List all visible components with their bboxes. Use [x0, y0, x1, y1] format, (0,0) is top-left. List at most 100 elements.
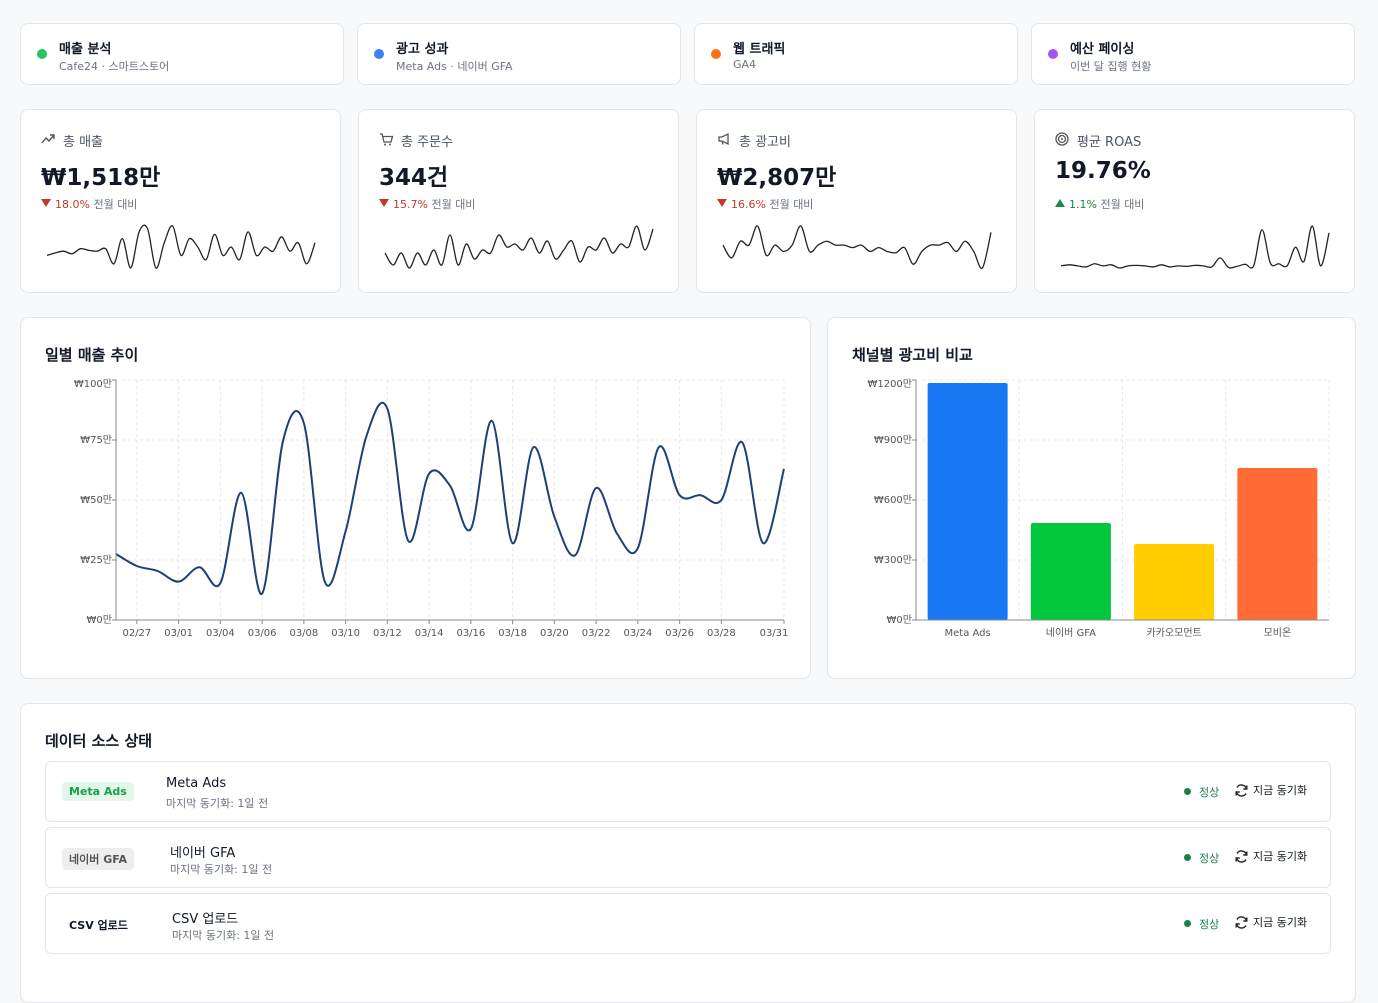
sync-button[interactable]: 지금 동기화 — [1234, 848, 1307, 864]
chart-title: 채널별 광고비 비교 — [852, 346, 973, 364]
x-tick-label: 03/16 — [456, 628, 485, 639]
sync-button[interactable]: 지금 동기화 — [1234, 782, 1307, 798]
nav-card[interactable]: 매출 분석 Cafe24 · 스마트스토어 — [20, 23, 344, 85]
y-tick-label: ₩300만 — [874, 554, 912, 566]
source-row: 네이버 GFA 네이버 GFA 마지막 동기화: 1일 전 정상 지금 동기화 — [45, 827, 1331, 888]
line-series — [115, 401, 785, 595]
chart-card: 채널별 광고비 비교 ₩0만 ₩300만 ₩600만 ₩900만 ₩1200만 Meta A… — [827, 317, 1356, 679]
sparkline — [46, 224, 316, 269]
dashboard: {"nav":[{"title":"매출 분석","subtitle":"Caf… — [0, 0, 1378, 951]
x-tick-label: 03/18 — [498, 628, 527, 639]
x-tick-label: 03/31 — [760, 628, 789, 639]
source-status: 정상 — [1184, 850, 1219, 866]
kpi-label: 총 광고비 — [739, 135, 791, 150]
bar — [1237, 468, 1318, 620]
sync-label: 지금 동기화 — [1253, 850, 1308, 863]
nav-title: 예산 페이싱 — [1070, 42, 1135, 57]
nav-card[interactable]: 광고 성과 Meta Ads · 네이버 GFA — [357, 23, 681, 85]
compare-label: 전월 대비 — [1100, 198, 1145, 211]
change-value: 15.7% — [393, 198, 428, 211]
kpi-label: 총 매출 — [63, 135, 104, 150]
kpi-value: 344건 — [379, 165, 449, 191]
y-tick-label: ₩25만 — [80, 554, 112, 566]
source-synced: 마지막 동기화: 1일 전 — [166, 797, 269, 810]
nav-title: 매출 분석 — [59, 42, 112, 57]
compare-label: 전월 대비 — [93, 198, 138, 211]
change-value: 16.6% — [731, 198, 766, 211]
nav-title: 웹 트래픽 — [733, 42, 786, 57]
kpi-value: 19.76% — [1055, 158, 1151, 184]
nav-subtitle: 이번 달 집행 현황 — [1070, 60, 1152, 73]
sync-icon — [1235, 850, 1248, 863]
x-tick-label: 네이버 GFA — [1046, 627, 1096, 639]
x-tick-label: 모비온 — [1264, 627, 1292, 639]
x-tick-label: 02/27 — [122, 628, 151, 639]
y-tick-label: ₩0만 — [887, 614, 912, 626]
y-tick-label: ₩50만 — [80, 494, 112, 506]
source-badge: Meta Ads — [62, 782, 134, 801]
kpi-card: 총 매출 ₩1,518만 18.0% 전월 대비 — [20, 109, 341, 293]
sparkline — [1060, 225, 1330, 269]
sparkline-path — [46, 224, 316, 269]
kpi-card: 총 광고비 ₩2,807만 16.6% 전월 대비 — [696, 109, 1017, 293]
nav-dot — [711, 49, 721, 59]
sparkline-path — [722, 225, 992, 270]
x-tick-label: 카카오모먼트 — [1147, 627, 1202, 639]
sync-icon — [1235, 784, 1248, 797]
trend-arrow — [717, 199, 727, 207]
y-tick-label: ₩1200만 — [867, 378, 912, 390]
y-tick-label: ₩75만 — [80, 434, 112, 446]
nav-card[interactable]: 웹 트래픽 GA4 — [694, 23, 1018, 85]
y-tick-label: ₩600만 — [874, 494, 912, 506]
kpi-icon — [41, 134, 55, 144]
source-name: 네이버 GFA — [170, 846, 236, 861]
chart: ₩0만 ₩300만 ₩600만 ₩900만 ₩1200만 Meta Ads 네이버 GFA 카… — [867, 378, 1330, 639]
kpi-label: 평균 ROAS — [1077, 135, 1142, 150]
nav-subtitle: Meta Ads · 네이버 GFA — [396, 60, 513, 73]
trend-arrow — [41, 199, 51, 207]
trend-arrow — [379, 199, 389, 207]
x-tick-label: 03/01 — [164, 628, 193, 639]
bar — [927, 383, 1008, 620]
bar — [1134, 544, 1215, 620]
sparkline — [384, 225, 654, 269]
source-status: 정상 — [1184, 784, 1219, 800]
nav-subtitle: GA4 — [733, 58, 757, 71]
compare-label: 전월 대비 — [431, 198, 476, 211]
sources-card: 데이터 소스 상태 Meta Ads Meta Ads 마지막 동기화: 1일 전 정상… — [20, 703, 1356, 1003]
nav-dot — [37, 49, 47, 59]
source-row: CSV 업로드 CSV 업로드 마지막 동기화: 1일 전 정상 지금 동기화 — [45, 893, 1331, 954]
kpi-icon — [380, 133, 394, 146]
kpi-change: 1.1% 전월 대비 — [1055, 196, 1144, 212]
kpi-change: 16.6% 전월 대비 — [717, 196, 813, 212]
kpi-change: 18.0% 전월 대비 — [41, 196, 137, 212]
x-tick-label: 03/10 — [331, 628, 360, 639]
bar — [1030, 523, 1111, 620]
source-name: Meta Ads — [166, 776, 227, 791]
x-tick-label: 03/22 — [582, 628, 611, 639]
x-tick-label: 03/24 — [623, 628, 652, 639]
kpi-icon — [718, 132, 729, 146]
x-tick-label: 03/06 — [248, 628, 277, 639]
x-tick-label: 03/12 — [373, 628, 402, 639]
kpi-value: ₩1,518만 — [41, 165, 161, 191]
nav-subtitle: Cafe24 · 스마트스토어 — [59, 60, 170, 73]
source-synced: 마지막 동기화: 1일 전 — [170, 863, 273, 876]
source-badge: CSV 업로드 — [69, 919, 128, 932]
kpi-card: 평균 ROAS 19.76% 1.1% 전월 대비 — [1034, 109, 1355, 293]
source-name: CSV 업로드 — [172, 912, 239, 927]
compare-label: 전월 대비 — [769, 198, 814, 211]
change-value: 1.1% — [1069, 198, 1097, 211]
kpi-card: 총 주문수 344건 15.7% 전월 대비 — [358, 109, 679, 293]
nav-title: 광고 성과 — [396, 42, 449, 57]
x-tick-label: 03/08 — [289, 628, 318, 639]
x-tick-label: 03/26 — [665, 628, 694, 639]
nav-dot — [374, 49, 384, 59]
y-tick-label: ₩900만 — [874, 434, 912, 446]
sync-button[interactable]: 지금 동기화 — [1234, 914, 1307, 930]
chart: ₩0만 ₩25만 ₩50만 ₩75만 ₩100만 02/27 03/01 03/04 03/06… — [74, 378, 789, 639]
kpi-change: 15.7% 전월 대비 — [379, 196, 475, 212]
chart-card: 일별 매출 추이 ₩0만 ₩25만 ₩50만 ₩75만 ₩100만 02/27 03/01 03… — [20, 317, 811, 679]
sources-title: 데이터 소스 상태 — [45, 732, 153, 750]
